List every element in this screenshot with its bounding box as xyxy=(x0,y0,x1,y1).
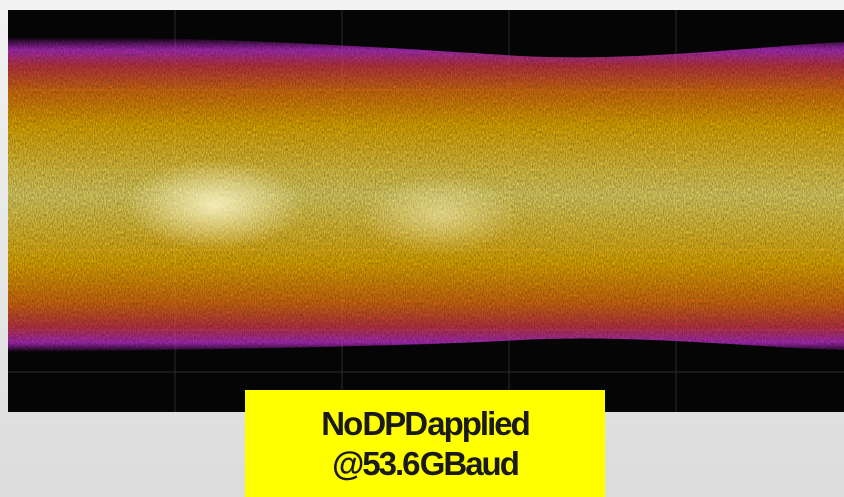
caption-line: @53.6 GBaud xyxy=(332,444,518,484)
caption-line: No DPD applied xyxy=(321,404,529,444)
caption-box: No DPD applied @53.6 GBaud xyxy=(245,390,605,497)
page: {"label": {"line1": "No DPD applied", "l… xyxy=(0,0,844,497)
eye-diagram xyxy=(8,37,844,352)
